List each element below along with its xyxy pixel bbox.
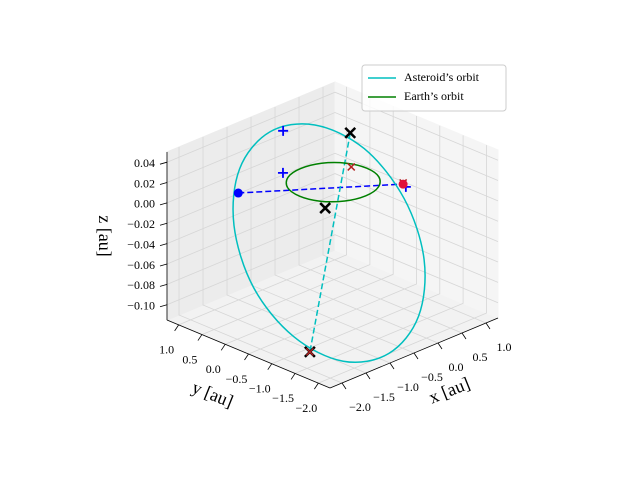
z-tick-label: −0.08 xyxy=(127,278,155,292)
z-tick xyxy=(159,283,168,287)
grid-line xyxy=(271,125,441,365)
grid-line xyxy=(248,116,417,355)
x-tick-label: −2.0 xyxy=(349,400,371,414)
z-tick-label: 0.00 xyxy=(134,197,155,211)
y-tick xyxy=(267,363,273,370)
grid-line xyxy=(294,135,464,374)
x-tick-label: −0.5 xyxy=(421,370,443,384)
y-tick xyxy=(290,373,296,380)
y-tick xyxy=(314,382,319,390)
x-marker xyxy=(305,347,314,356)
x-marker xyxy=(319,202,332,214)
z-tick xyxy=(159,222,168,226)
z-tick-label: 0.02 xyxy=(134,176,155,190)
grid-line xyxy=(250,117,415,354)
z-tick-label: 0.04 xyxy=(134,156,155,170)
y-tick-label: −1.5 xyxy=(272,391,294,405)
grid-line xyxy=(178,86,348,326)
z-tick xyxy=(159,304,168,308)
z-tick xyxy=(159,243,168,247)
grid-line xyxy=(166,193,499,265)
x-tick-label: −1.5 xyxy=(373,390,395,404)
orbit-line xyxy=(232,123,426,364)
legend-label: Earth’s orbit xyxy=(404,89,464,103)
y-tick-label: −1.0 xyxy=(249,381,271,395)
y-tick-label: −2.0 xyxy=(295,401,317,415)
plus-marker xyxy=(277,167,288,178)
x-tick xyxy=(485,322,491,330)
x-tick xyxy=(341,382,347,390)
grid-line xyxy=(274,107,439,344)
y-tick-label: 0.0 xyxy=(206,362,221,376)
y-tick xyxy=(220,344,226,351)
axis-line xyxy=(329,317,499,389)
z-tick xyxy=(159,161,168,165)
y-tick-label: −0.5 xyxy=(226,372,248,386)
point-marker xyxy=(398,179,408,189)
z-axis-label: z [au] xyxy=(95,215,115,256)
dashed-line xyxy=(238,183,404,194)
x-marker xyxy=(344,126,357,139)
plus-marker xyxy=(278,125,289,136)
y-tick-label: 0.5 xyxy=(182,352,197,366)
grid-line xyxy=(166,234,499,306)
x-tick xyxy=(389,362,395,370)
grid-line xyxy=(166,91,499,163)
legend-box xyxy=(361,64,507,112)
x-tick xyxy=(365,372,371,380)
grid-line xyxy=(166,112,499,183)
axis-line xyxy=(166,319,331,389)
z-tick-label: −0.06 xyxy=(127,258,155,272)
point-marker xyxy=(233,188,243,198)
x-tick-label: −1.0 xyxy=(397,380,419,394)
x-tick xyxy=(437,342,443,350)
y-tick xyxy=(174,324,179,332)
z-tick-label: −0.04 xyxy=(127,237,155,251)
grid-line xyxy=(322,87,487,324)
grid-line xyxy=(178,147,343,384)
grid-line xyxy=(225,106,394,345)
z-tick xyxy=(159,182,168,185)
z-tick xyxy=(159,263,168,267)
x-tick-label: 0.0 xyxy=(449,360,464,374)
x-tick-label: 1.0 xyxy=(497,340,512,354)
x-tick-label: 0.5 xyxy=(473,350,488,364)
grid-line xyxy=(166,132,499,204)
z-tick-label: −0.10 xyxy=(127,298,155,312)
grid-line xyxy=(166,152,499,224)
x-marker xyxy=(347,162,356,171)
z-tick xyxy=(159,202,168,206)
grid-line xyxy=(298,97,463,334)
y-tick xyxy=(197,334,203,341)
grid-line xyxy=(226,127,391,364)
orbit-line xyxy=(285,161,381,203)
legend-label: Asteroid’s orbit xyxy=(404,70,480,84)
x-tick xyxy=(461,332,467,340)
grid-line xyxy=(166,173,499,244)
z-tick-label: −0.02 xyxy=(127,217,155,231)
dashed-line xyxy=(309,132,352,353)
y-tick xyxy=(244,353,249,361)
y-tick-label: 1.0 xyxy=(159,343,174,357)
x-tick xyxy=(413,352,419,360)
